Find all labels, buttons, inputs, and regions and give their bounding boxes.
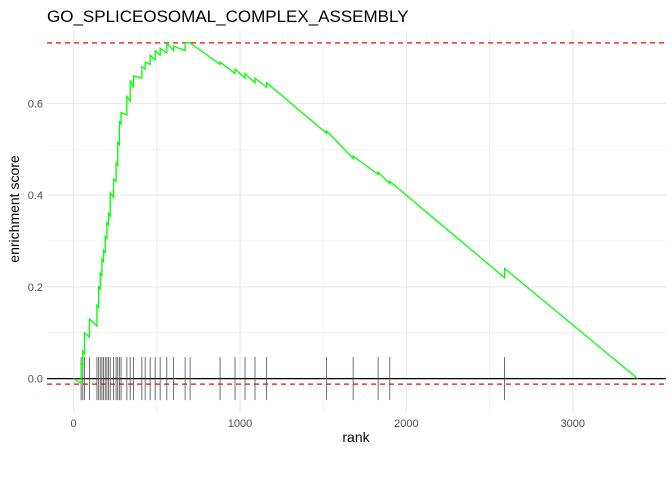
y-axis-label: enrichment score (6, 155, 22, 263)
enrichment-curve (73, 41, 639, 385)
y-tick-label: 0.4 (28, 190, 43, 202)
chart-title: GO_SPLICEOSOMAL_COMPLEX_ASSEMBLY (47, 7, 409, 26)
x-tick-label: 1000 (228, 418, 252, 430)
y-tick-labels: 0.0 0.2 0.4 0.6 (28, 98, 43, 385)
x-tick-label: 3000 (561, 418, 585, 430)
y-tick-label: 0.6 (28, 98, 43, 110)
x-tick-label: 0 (71, 418, 77, 430)
y-tick-label: 0.2 (28, 282, 43, 294)
grid-lines (47, 30, 666, 413)
x-tick-labels: 0 1000 2000 3000 (71, 418, 585, 430)
x-axis-label: rank (342, 429, 370, 445)
y-tick-label: 0.0 (28, 374, 43, 386)
x-tick-label: 2000 (394, 418, 418, 430)
